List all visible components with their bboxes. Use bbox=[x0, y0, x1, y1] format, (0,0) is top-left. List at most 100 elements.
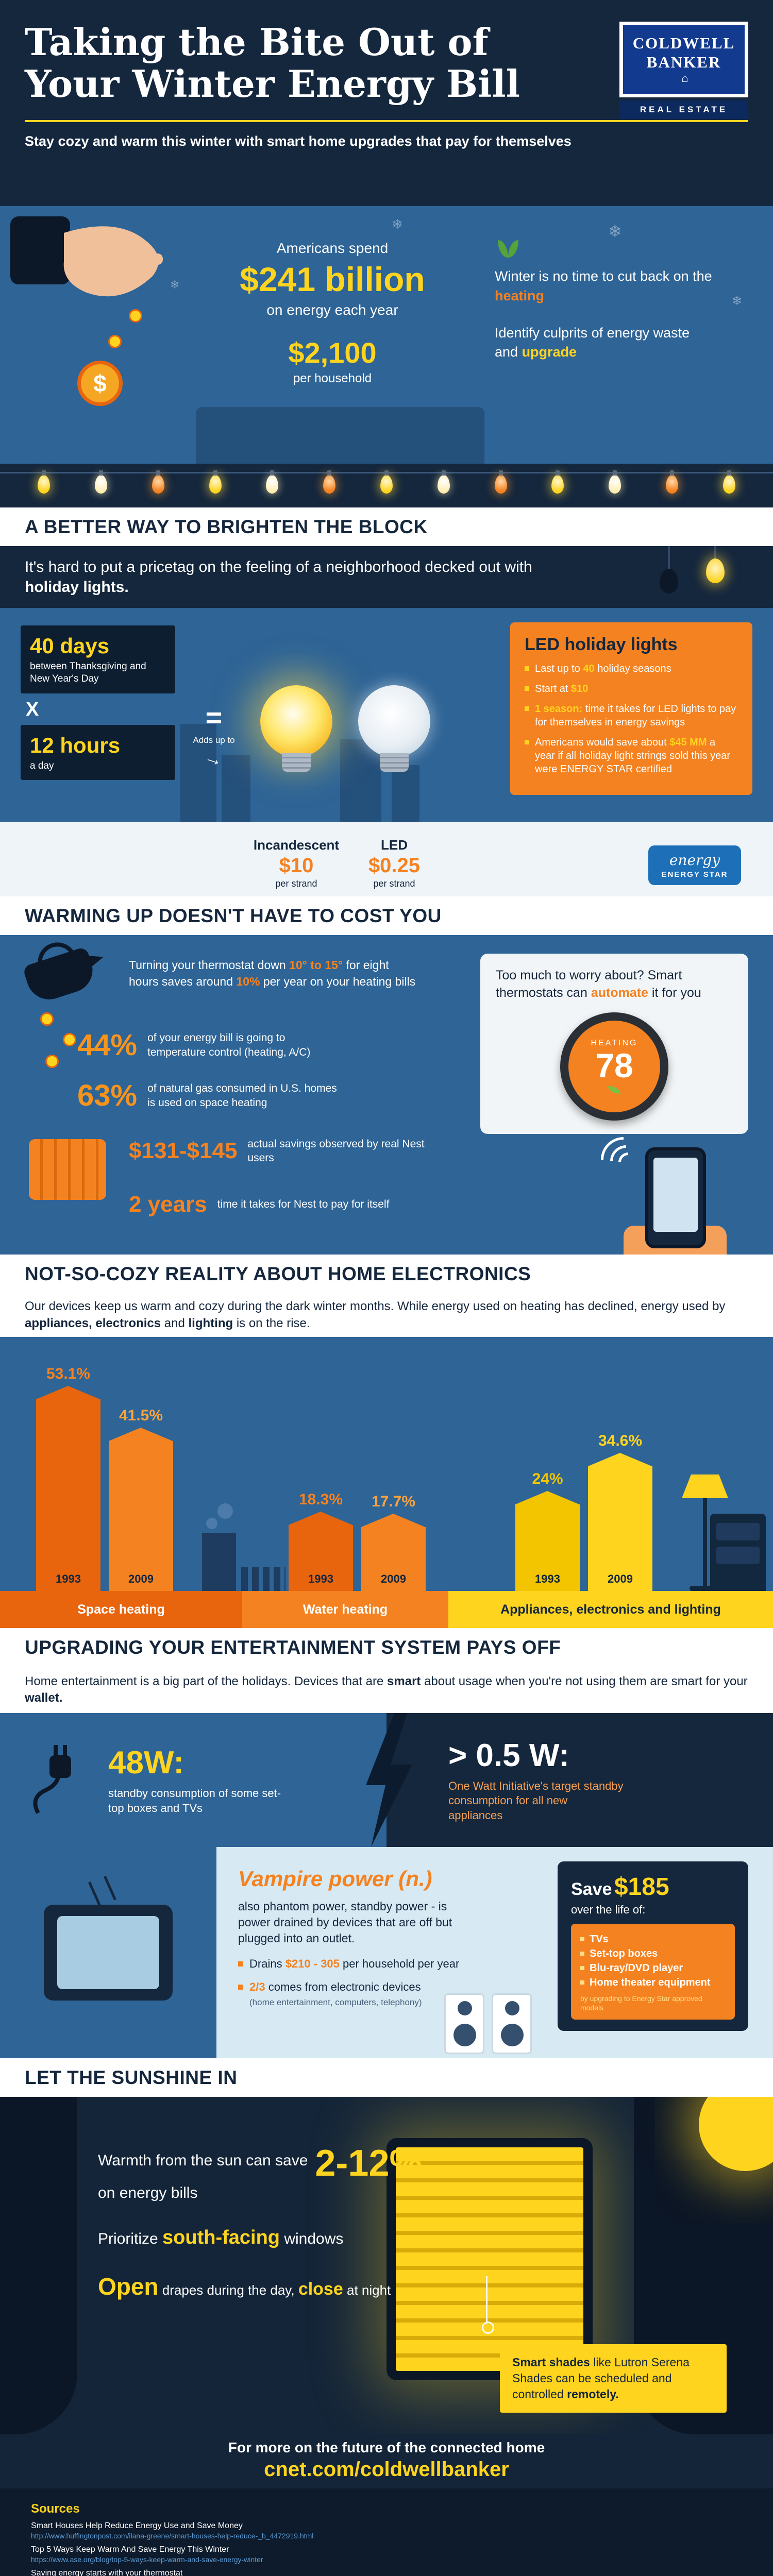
bar-group-space-heating: 53.1% 1993 41.5% 2009 bbox=[36, 1365, 173, 1591]
falling-coin-icon bbox=[129, 309, 142, 323]
save-item: Home theater equipment bbox=[580, 1977, 726, 1989]
hero-section: ❄ ❄ ❄ ❄ ❄ ❄ $ Americans spend $241 billi… bbox=[0, 206, 773, 464]
adds-up-label: Adds up to bbox=[193, 735, 235, 745]
bar-value-label: 34.6% bbox=[598, 1432, 643, 1449]
section-title: UPGRADING YOUR ENTERTAINMENT SYSTEM PAYS… bbox=[25, 1636, 561, 1658]
drapes-line: Open drapes during the day, close at nig… bbox=[98, 2273, 391, 2300]
spend-amount: $241 billion bbox=[240, 260, 425, 298]
radiator-icon bbox=[29, 1139, 106, 1200]
falling-coin-icon bbox=[40, 1012, 54, 1026]
string-lights bbox=[0, 464, 773, 507]
save-note: by upgrading to Energy Star approved mod… bbox=[580, 1994, 702, 2012]
hand-illustration bbox=[10, 216, 163, 297]
bar-year-label: 1993 bbox=[56, 1572, 81, 1585]
section-heading-brighten: A BETTER WAY TO BRIGHTEN THE BLOCK bbox=[0, 507, 773, 546]
cnet-link[interactable]: cnet.com/coldwellbanker bbox=[264, 2458, 509, 2481]
bar-water-heating-1993: 18.3% 1993 bbox=[289, 1491, 353, 1591]
section-heading-electronics: NOT-SO-COZY REALITY ABOUT HOME ELECTRONI… bbox=[0, 1255, 773, 1293]
source-link[interactable]: https://www.ase.org/blog/top-5-ways-keep… bbox=[31, 2555, 263, 2564]
electronics-intro: Our devices keep us warm and cozy during… bbox=[0, 1293, 773, 1337]
bar-space-heating-1993: 53.1% 1993 bbox=[36, 1365, 100, 1591]
bar-year-label: 1993 bbox=[535, 1572, 560, 1585]
bar-appliances-2009: 34.6% 2009 bbox=[588, 1432, 652, 1591]
speaker-icon bbox=[492, 1993, 532, 2054]
smart-thermostat-panel: Too much to worry about? Smart thermosta… bbox=[480, 954, 748, 1134]
bar-year-label: 2009 bbox=[381, 1572, 406, 1585]
save-box: Save $185 over the life of: TVs Set-top … bbox=[558, 1861, 748, 2031]
house-icon: ⌂ bbox=[681, 72, 690, 85]
upgrade-tip: Identify culprits of energy waste and up… bbox=[495, 325, 690, 360]
kettle-coins-illustration bbox=[22, 946, 98, 1068]
standby-target: > 0.5 W: One Watt Initiative's target st… bbox=[386, 1713, 773, 1847]
speaker-icon bbox=[444, 1993, 484, 2054]
plant-icon bbox=[498, 237, 520, 258]
light-bulb-icon bbox=[323, 470, 336, 494]
equals-sign: = bbox=[205, 701, 223, 734]
light-bulb-icon bbox=[551, 470, 564, 494]
bar-group-appliances: 24% 1993 34.6% 2009 bbox=[515, 1432, 652, 1591]
led-bullet: Start at $10 bbox=[525, 682, 738, 696]
bar-year-label: 2009 bbox=[128, 1572, 154, 1585]
save-item: Set-top boxes bbox=[580, 1948, 726, 1960]
entertainment-intro: Home entertainment is a big part of the … bbox=[0, 1667, 773, 1713]
holiday-math: 40 days between Thanksgiving and New Yea… bbox=[21, 625, 175, 785]
lamp-illustration bbox=[690, 1498, 720, 1591]
sun-savings-suffix: on energy bills bbox=[98, 2184, 198, 2201]
source-entry: Smart Houses Help Reduce Energy Use and … bbox=[31, 2521, 742, 2540]
sources-heading: Sources bbox=[31, 2502, 80, 2516]
save-item: Blu-ray/DVD player bbox=[580, 1962, 726, 1974]
equals-block: = Adds up to → bbox=[183, 701, 245, 771]
energy-chart-section: 53.1% 1993 41.5% 2009 18.3% 1993 17.7% 2… bbox=[0, 1337, 773, 1628]
holiday-lights-section: 40 days between Thanksgiving and New Yea… bbox=[0, 608, 773, 896]
hours-value: 12 hours bbox=[30, 733, 121, 757]
vampire-power-section: Vampire power (n.) also phantom power, s… bbox=[0, 1847, 773, 2058]
snowflake-icon: ❄ bbox=[608, 222, 622, 241]
title-line-1: Taking the Bite Out of bbox=[25, 20, 489, 64]
hours-box: 12 hours a day bbox=[21, 724, 175, 781]
brighten-intro: It's hard to put a pricetag on the feeli… bbox=[0, 546, 773, 608]
bar-value-label: 53.1% bbox=[46, 1365, 91, 1382]
days-caption: between Thanksgiving and New Year's Day bbox=[30, 661, 146, 684]
light-bulb-icon bbox=[95, 470, 108, 494]
light-bulb-icon bbox=[494, 470, 507, 494]
light-bulb-icon bbox=[209, 470, 222, 494]
sun-savings-line: Warmth from the sun can save 2-12% bbox=[98, 2143, 423, 2184]
section-heading-entertainment: UPGRADING YOUR ENTERTAINMENT SYSTEM PAYS… bbox=[0, 1628, 773, 1667]
sunshine-tips: Warmth from the sun can save 2-12% on ene… bbox=[98, 2142, 428, 2300]
energy-spend-stats: Americans spend $241 billion on energy e… bbox=[222, 238, 443, 388]
source-link[interactable]: http://www.huffingtonpost.com/ilana-gree… bbox=[31, 2532, 314, 2540]
led-label-block: LED $0.25 per strand bbox=[368, 837, 421, 889]
sunshine-section: Warmth from the sun can save 2-12% on ene… bbox=[0, 2097, 773, 2434]
bar-group-water-heating: 18.3% 1993 17.7% 2009 bbox=[289, 1491, 426, 1591]
spend-suffix: on energy each year bbox=[266, 302, 398, 318]
chart-category-band: Space heating Water heating Appliances, … bbox=[0, 1591, 773, 1628]
section-title: LET THE SUNSHINE IN bbox=[25, 2066, 238, 2088]
standby-watts-value: 48W: bbox=[108, 1744, 184, 1781]
led-bulb-icon bbox=[358, 685, 430, 772]
hanging-bulb-icon bbox=[706, 546, 725, 583]
standby-watts-caption: standby consumption of some set-top boxe… bbox=[108, 1786, 281, 1815]
footer-cta: For more on the future of the connected … bbox=[0, 2434, 773, 2488]
snowflake-icon: ❄ bbox=[170, 278, 180, 291]
incandescent-label-block: Incandescent $10 per strand bbox=[253, 837, 340, 889]
section-heading-warming: WARMING UP DOESN'T HAVE TO COST YOU bbox=[0, 896, 773, 935]
target-watts-caption: One Watt Initiative's target standby con… bbox=[448, 1779, 624, 1822]
falling-coin-icon bbox=[108, 335, 122, 348]
hours-caption: a day bbox=[30, 760, 54, 771]
sources-section: Sources Smart Houses Help Reduce Energy … bbox=[0, 2488, 773, 2576]
bar-water-heating-2009: 17.7% 2009 bbox=[361, 1493, 426, 1591]
tv-icon bbox=[44, 1905, 173, 2001]
smart-shades-callout: Smart shades like Lutron Serena Shades c… bbox=[500, 2344, 727, 2413]
led-bullet: 1 season: time it takes for LED lights t… bbox=[525, 702, 738, 729]
vampire-bullet-drain: Drains $210 - 305 per household per year bbox=[238, 1957, 465, 1972]
vampire-bullet-share: 2/3 comes from electronic devices (home e… bbox=[238, 1980, 465, 2009]
thermostat-intro: Turning your thermostat down 10° to 15° … bbox=[129, 958, 416, 989]
blinds bbox=[396, 2147, 583, 2371]
logo-box: COLDWELL BANKER ⌂ bbox=[619, 22, 748, 97]
subtitle: Stay cozy and warm this winter with smar… bbox=[25, 133, 572, 149]
hanging-bulb-icon bbox=[660, 546, 678, 594]
logo-name-line-2: BANKER ⌂ bbox=[627, 53, 741, 86]
thermostat-mode: HEATING bbox=[591, 1039, 638, 1048]
household-amount: $2,100 bbox=[288, 336, 377, 369]
